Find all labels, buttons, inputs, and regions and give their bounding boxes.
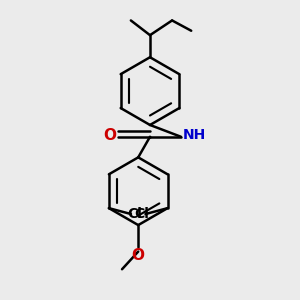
Text: O: O [104,128,117,143]
Text: O: O [132,248,145,263]
Text: Cl: Cl [127,207,142,221]
Text: NH: NH [182,128,206,142]
Text: Cl: Cl [135,207,150,221]
